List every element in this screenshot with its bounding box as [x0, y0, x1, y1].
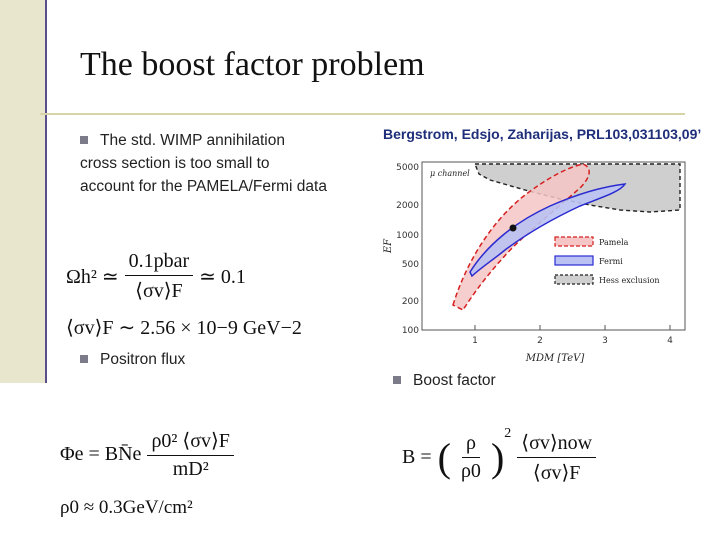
eq-boost-paren-open: (	[437, 435, 451, 480]
bullet-boost: Boost factor	[393, 369, 496, 392]
eq-omega-num: 0.1pbar	[124, 250, 194, 276]
exclusion-plot: μ channel 5000 2000 1000 500 200 100 1 2…	[375, 150, 690, 365]
bullet-boost-label: Boost factor	[413, 372, 496, 389]
equation-cross-section: ⟨σv⟩F ∼ 2.56 × 10−9 GeV−2	[66, 317, 302, 339]
best-fit-point	[509, 224, 517, 232]
equation-local-density: ρ0 ≈ 0.3GeV/cm²	[60, 497, 193, 518]
x-tick-1: 1	[472, 336, 478, 346]
eq-flux-lhs: Φe = BN̄e	[60, 443, 142, 465]
x-tick-marks	[474, 325, 671, 330]
reference-citation: Bergstrom, Edsjo, Zaharijas, PRL103,0311…	[383, 126, 702, 142]
legend-label-pamela: Pamela	[599, 238, 629, 247]
y-tick-100: 100	[402, 326, 419, 336]
legend-swatch-fermi	[554, 255, 594, 266]
eq-boost-f1-den: ρ0	[460, 460, 481, 482]
eq-boost-f2-num: ⟨σv⟩now	[517, 430, 597, 458]
x-tick-4: 4	[667, 336, 673, 346]
plot-legend: Pamela Fermi Hess exclusion	[554, 236, 660, 285]
eq-omega-lhs: Ωh² ≃	[66, 266, 119, 288]
fermi-region	[469, 183, 627, 278]
equation-boost-factor: B = ( ρ ρ0 ) 2 ⟨σv⟩now ⟨σv⟩F	[402, 426, 602, 485]
bullet-wimp-line1: The std. WIMP annihilation	[100, 132, 285, 149]
exclusion-plot-svg: μ channel 5000 2000 1000 500 200 100 1 2…	[383, 161, 686, 364]
eq-omega-den: ⟨σv⟩F	[135, 280, 183, 302]
y-tick-200: 200	[402, 297, 419, 307]
left-decor-band	[0, 0, 47, 383]
bullet-icon	[80, 136, 88, 144]
slide-title: The boost factor problem	[80, 46, 425, 83]
eq-boost-f2-den: ⟨σv⟩F	[532, 462, 581, 484]
eq-omega-rhs: ≃ 0.1	[199, 266, 246, 288]
x-axis-label: MDM [TeV]	[525, 353, 585, 364]
equation-relic-density: Ωh² ≃ 0.1pbar ⟨σv⟩F ≃ 0.1	[66, 250, 246, 303]
x-tick-3: 3	[602, 336, 608, 346]
title-divider	[40, 113, 685, 115]
eq-boost-f1-num: ρ	[461, 432, 480, 458]
y-tick-500: 500	[402, 260, 419, 270]
bullet-wimp-line3: account for the PAMELA/Fermi data	[80, 178, 327, 195]
channel-label: μ channel	[430, 169, 470, 178]
legend-label-hess: Hess exclusion	[599, 276, 660, 285]
bullet-positron-label: Positron flux	[100, 351, 186, 368]
eq-boost-fraction-2: ⟨σv⟩now ⟨σv⟩F	[517, 430, 597, 485]
bullet-wimp-line2: cross section is too small to	[80, 155, 270, 172]
bullet-icon	[80, 355, 88, 363]
y-tick-2000: 2000	[396, 201, 419, 211]
eq-boost-lhs: B =	[402, 446, 432, 468]
legend-swatch-pamela	[554, 236, 594, 247]
left-decor-line	[45, 0, 47, 383]
eq-flux-fraction: ρ0² ⟨σv⟩F mD²	[147, 428, 234, 481]
bullet-wimp: The std. WIMP annihilation cross section…	[80, 129, 327, 198]
eq-flux-num: ρ0² ⟨σv⟩F	[147, 428, 234, 456]
eq-boost-power: 2	[504, 426, 512, 441]
eq-flux-den: mD²	[172, 458, 209, 480]
equation-positron-flux: Φe = BN̄e ρ0² ⟨σv⟩F mD²	[60, 428, 240, 481]
bullet-positron: Positron flux	[80, 348, 185, 371]
bullet-icon	[393, 376, 401, 384]
eq-boost-fraction-1: ρ ρ0	[457, 432, 485, 483]
eq-boost-paren-close: )	[490, 435, 505, 480]
y-tick-5000: 5000	[396, 163, 419, 173]
eq-omega-fraction: 0.1pbar ⟨σv⟩F	[124, 250, 194, 303]
legend-swatch-hess	[554, 274, 594, 285]
y-tick-1000: 1000	[396, 231, 419, 241]
y-axis-label: EF	[383, 238, 394, 254]
x-tick-labels: 1 2 3 4	[472, 336, 673, 346]
x-tick-2: 2	[537, 336, 543, 346]
legend-label-fermi: Fermi	[599, 257, 623, 266]
y-tick-labels: 5000 2000 1000 500 200 100	[396, 163, 419, 336]
